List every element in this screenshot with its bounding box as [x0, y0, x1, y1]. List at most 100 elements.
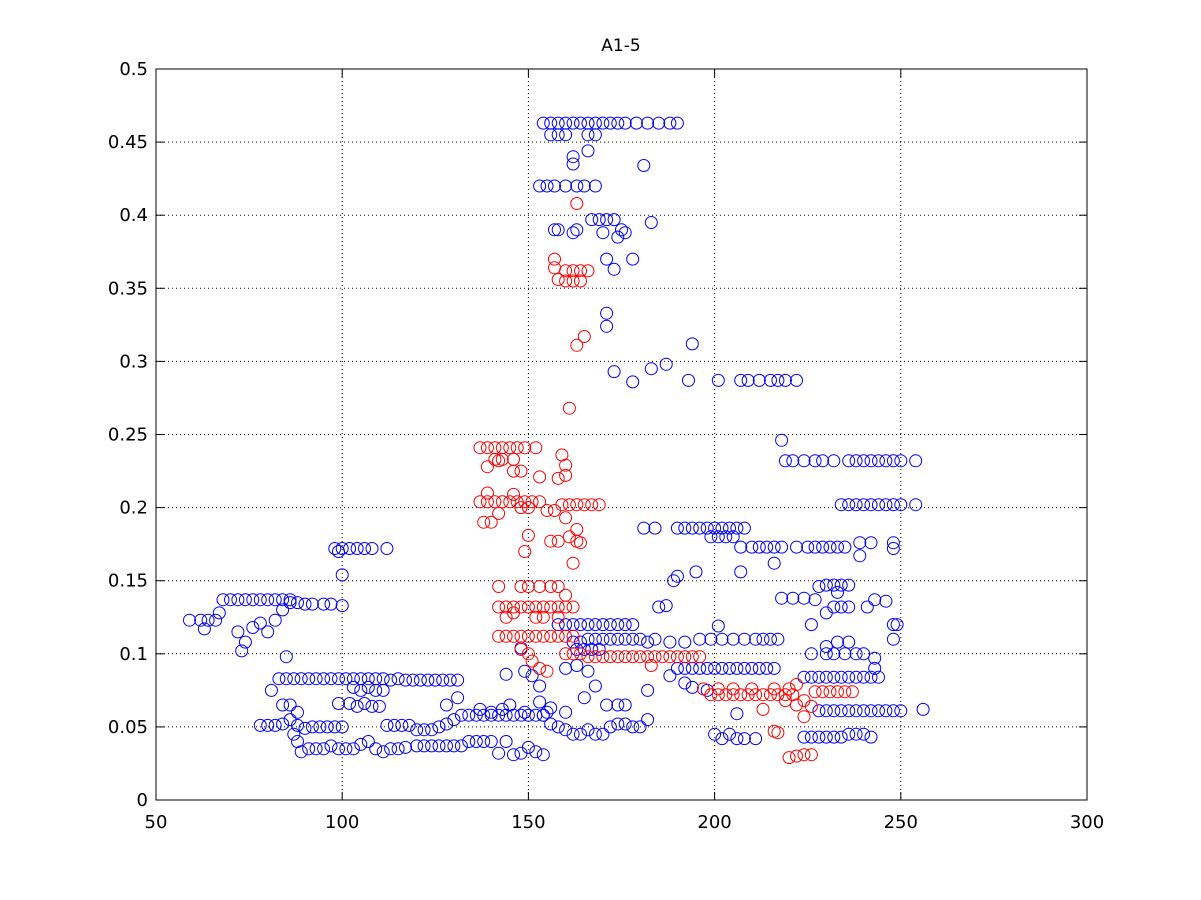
scatter-point — [562, 498, 576, 512]
scatter-point — [838, 647, 852, 661]
scatter-point — [715, 661, 729, 675]
scatter-point — [659, 357, 673, 371]
scatter-point — [276, 603, 290, 617]
scatter-point — [462, 735, 476, 748]
scatter-point — [328, 542, 342, 555]
scatter-point — [726, 682, 740, 696]
scatter-point — [849, 670, 863, 684]
scatter-point — [499, 629, 513, 643]
scatter-point — [544, 580, 558, 593]
scatter-point — [771, 726, 785, 740]
scatter-point — [421, 673, 435, 687]
scatter-point — [857, 647, 871, 661]
scatter-point — [559, 511, 573, 525]
scatter-point — [894, 454, 908, 468]
scatter-point — [775, 591, 789, 605]
scatter-point — [209, 613, 223, 627]
scatter-point — [477, 515, 491, 529]
scatter-point — [804, 699, 818, 713]
scatter-point — [533, 679, 547, 693]
scatter-point — [600, 306, 614, 320]
scatter-point — [276, 698, 290, 712]
scatter-point — [629, 116, 643, 130]
scatter-point — [596, 618, 610, 632]
scatter-point — [834, 730, 848, 744]
scatter-point — [283, 596, 297, 610]
scatter-point — [548, 252, 561, 266]
scatter-point — [786, 454, 800, 468]
scatter-point — [521, 708, 535, 722]
scatter-point — [540, 179, 554, 193]
scatter-point — [477, 735, 491, 748]
scatter-point — [737, 661, 751, 675]
scatter-point — [551, 600, 565, 614]
scatter-point — [816, 540, 830, 554]
scatter-point — [562, 530, 576, 544]
scatter-point — [544, 701, 558, 715]
scatter-point — [849, 704, 863, 718]
scatter-point — [819, 704, 833, 718]
scatter-point — [633, 720, 647, 734]
scatter-point — [760, 661, 774, 675]
scatter-point — [804, 748, 818, 762]
scatter-point — [663, 650, 677, 664]
scatter-point — [577, 330, 591, 343]
scatter-point — [451, 673, 465, 687]
scatter-point — [600, 698, 614, 712]
scatter-point — [518, 705, 532, 719]
y-tick-label: 0.4 — [119, 205, 148, 226]
scatter-point — [894, 498, 908, 512]
scatter-point — [492, 629, 506, 643]
scatter-point — [570, 659, 584, 672]
scatter-point — [261, 593, 275, 607]
scatter-point — [361, 735, 375, 748]
scatter-point — [637, 521, 651, 535]
scatter-point — [771, 632, 785, 646]
scatter-point — [391, 742, 405, 756]
scatter-point — [521, 600, 535, 614]
scatter-point — [693, 632, 707, 646]
scatter-point — [346, 680, 360, 694]
scatter-point — [831, 585, 844, 599]
scatter-point — [551, 534, 565, 548]
scatter-point — [607, 213, 621, 227]
scatter-point — [536, 610, 550, 624]
scatter-point — [764, 632, 777, 646]
scatter-point — [611, 632, 625, 646]
scatter-point — [678, 521, 692, 535]
scatter-point — [298, 721, 312, 735]
scatter-point — [801, 540, 815, 554]
scatter-point — [797, 591, 811, 605]
y-tick-label: 0.3 — [119, 351, 148, 372]
scatter-point — [741, 373, 755, 387]
data-markers — [183, 116, 930, 765]
scatter-point — [842, 498, 856, 512]
scatter-point — [648, 650, 662, 664]
scatter-point — [588, 650, 602, 664]
scatter-point — [745, 682, 759, 696]
scatter-point — [585, 213, 599, 227]
scatter-point — [689, 565, 703, 579]
scatter-point — [778, 694, 792, 708]
scatter-point — [335, 599, 349, 613]
scatter-point — [581, 618, 595, 632]
scatter-point — [618, 618, 632, 632]
scatter-point — [540, 664, 554, 678]
scatter-point — [868, 661, 882, 675]
scatter-point — [842, 578, 856, 592]
scatter-point — [916, 702, 930, 716]
scatter-point — [529, 610, 543, 624]
x-tick-label: 150 — [511, 812, 545, 833]
scatter-point — [860, 600, 874, 614]
scatter-point — [816, 685, 830, 699]
scatter-point — [492, 746, 506, 760]
scatter-point — [864, 498, 878, 512]
scatter-point — [730, 707, 744, 721]
scatter-point — [626, 632, 640, 646]
scatter-point — [592, 642, 606, 656]
scatter-point — [253, 718, 267, 732]
scatter-point — [514, 464, 528, 478]
x-tick-label: 250 — [884, 812, 918, 833]
chart-title: A1-5 — [601, 36, 640, 56]
